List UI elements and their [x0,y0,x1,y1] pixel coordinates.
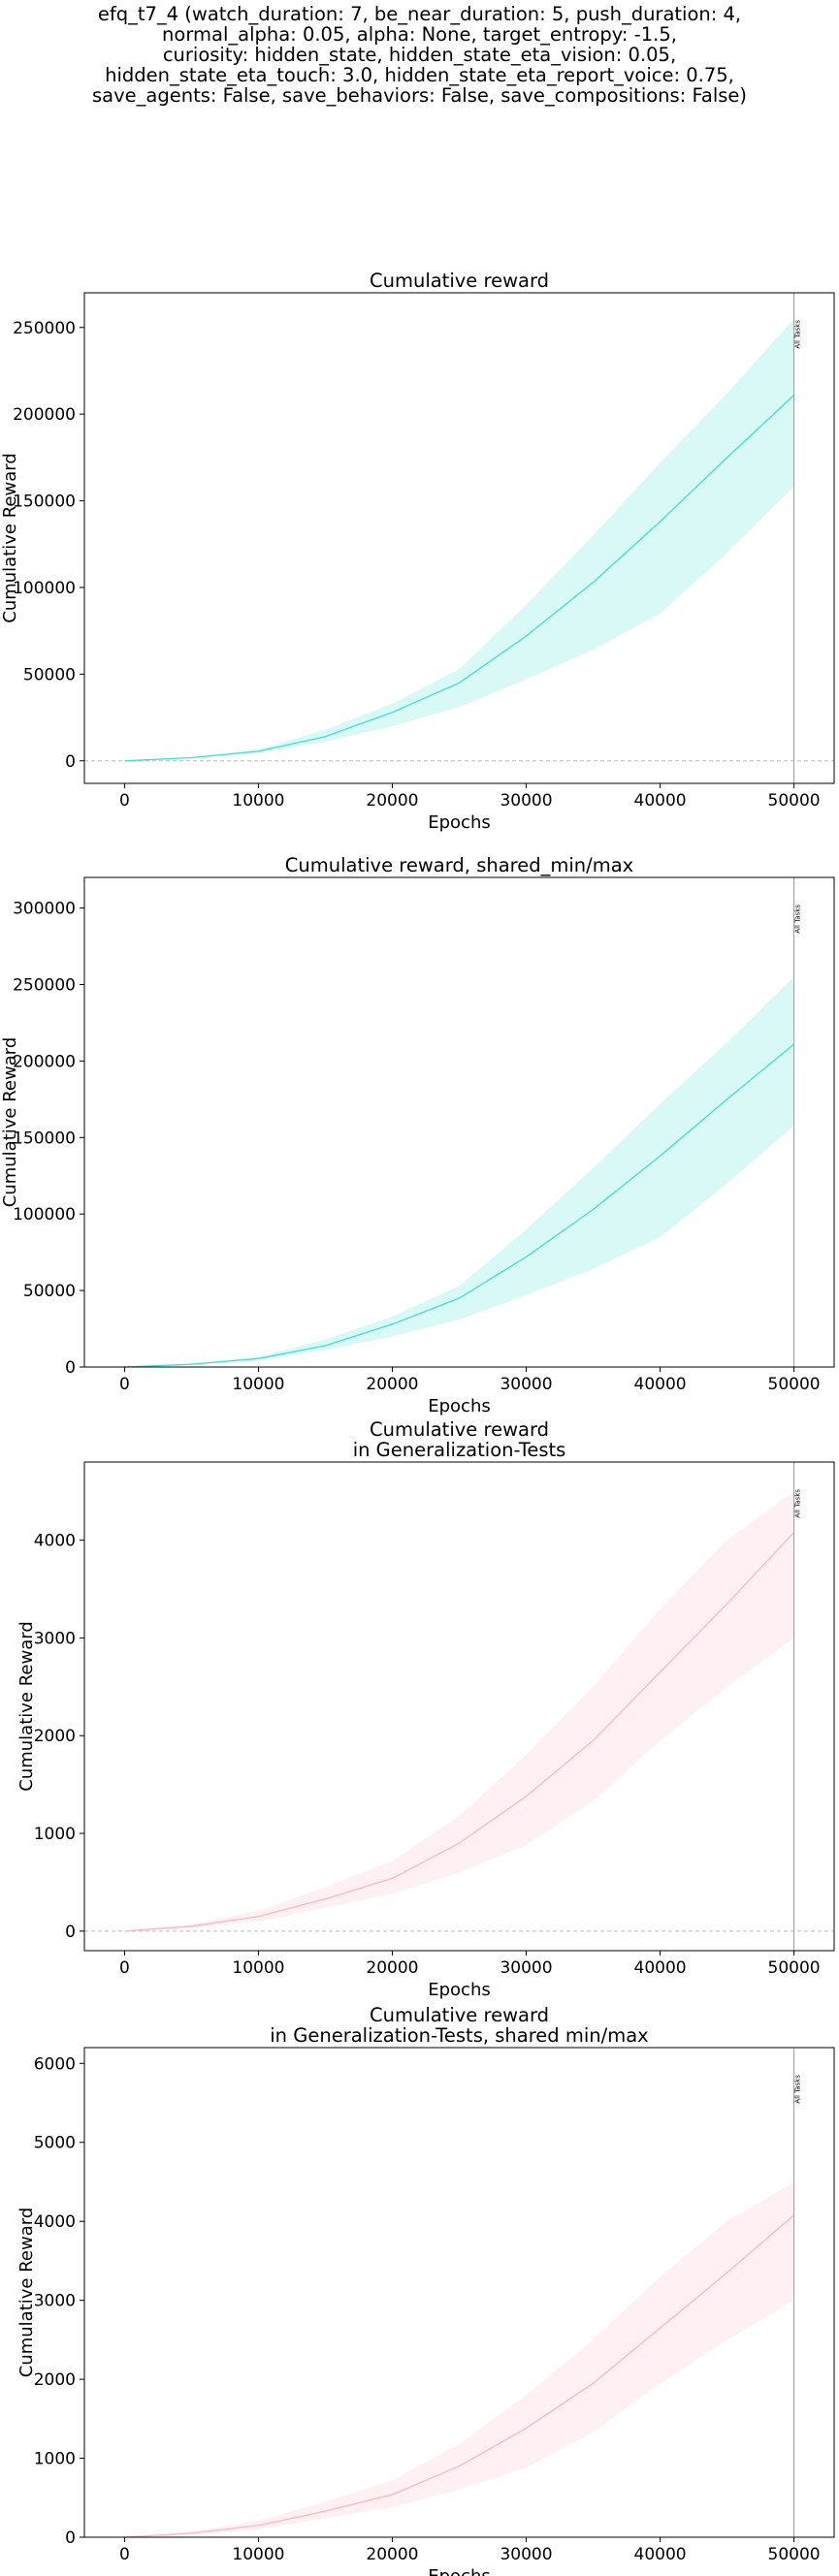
y-tick-label: 1000 [34,1825,76,1844]
all-tasks-marker-label: All Tasks [794,320,802,349]
series-mean-line [124,1532,795,1932]
x-axis-label: Epochs [428,2566,491,2576]
plot-frame [83,1461,835,1952]
chart-title: in Generalization-Tests [353,1439,566,1461]
series-mean-line [124,395,795,762]
x-tick-label: 20000 [366,1375,418,1394]
y-tick-label: 2000 [34,1727,76,1746]
y-tick-label: 0 [65,2528,76,2548]
x-tick-label: 20000 [366,2545,418,2564]
y-tick-label: 0 [65,752,76,772]
y-tick-label: 200000 [13,405,76,425]
y-tick-label: 1000 [34,2450,76,2469]
x-tick-label: 40000 [634,791,687,811]
x-tick-label: 0 [119,791,130,811]
plot-frame [83,292,835,784]
series-range-band [124,1491,794,1931]
y-axis-label: Cumulative Reward [0,1037,20,1208]
x-tick-label: 50000 [768,2545,821,2564]
figure-title-line: save_agents: False, save_behaviors: Fals… [91,84,748,107]
chart-title: in Generalization-Tests, shared min/max [270,2024,648,2047]
plot-frame [83,876,835,1368]
figure-title-line: efq_t7_4 (watch_duration: 7, be_near_dur… [97,3,742,25]
y-tick-label: 250000 [13,319,76,338]
x-tick-label: 0 [119,1958,130,1978]
series-range-band [124,976,794,1367]
series-range-band [124,2181,794,2537]
chart-panel-2: Cumulative reward, shared_min/max All Tas… [0,854,835,1416]
x-tick-label: 50000 [768,1958,821,1978]
y-tick-label: 3000 [34,1629,76,1648]
chart-title: Cumulative reward [370,2004,549,2026]
x-tick-label: 20000 [366,1958,418,1978]
x-axis-label: Epochs [428,1980,491,2000]
y-tick-label: 300000 [13,900,76,919]
chart-panel-1: Cumulative reward All Tasks 0 10000 20000 300… [0,270,835,833]
chart-title: Cumulative reward, shared_min/max [285,854,633,876]
y-tick-label: 50000 [23,665,76,684]
all-tasks-marker-label: All Tasks [794,905,802,934]
x-tick-label: 0 [119,2545,130,2564]
series-mean-line [124,2214,795,2538]
plot-frame [83,2047,835,2538]
chart-title: Cumulative reward [370,270,549,292]
x-axis-label: Epochs [428,812,491,833]
y-axis-label: Cumulative Reward [0,453,20,623]
figure-title-line: hidden_state_eta_touch: 3.0, hidden_stat… [105,64,734,86]
figure-title-line: normal_alpha: 0.05, alpha: None, target_… [162,23,677,46]
x-tick-label: 10000 [232,1375,284,1394]
x-tick-label: 10000 [232,791,284,811]
x-tick-label: 30000 [500,2545,552,2564]
y-tick-label: 4000 [34,2212,76,2232]
x-tick-label: 40000 [634,1375,687,1394]
y-tick-label: 50000 [23,1282,76,1301]
figure-title: efq_t7_4 (watch_duration: 7, be_near_dur… [0,4,839,106]
y-tick-label: 250000 [13,975,76,995]
series-range-band [124,318,794,761]
series-mean-line [124,1043,795,1368]
x-tick-label: 30000 [500,1375,552,1394]
x-tick-label: 10000 [232,1958,284,1978]
y-tick-label: 4000 [34,1532,76,1551]
figure-title-line: curiosity: hidden_state, hidden_state_et… [162,44,677,66]
x-tick-label: 0 [119,1375,130,1394]
x-tick-label: 40000 [634,1958,687,1978]
all-tasks-marker-label: All Tasks [794,2075,802,2104]
x-tick-label: 50000 [768,791,821,811]
y-tick-label: 100000 [13,1205,76,1224]
y-tick-label: 6000 [34,2054,76,2074]
y-tick-label: 200000 [13,1052,76,1071]
y-axis-label: Cumulative Reward [16,2208,37,2378]
x-tick-label: 20000 [366,791,418,811]
y-tick-label: 2000 [34,2370,76,2390]
x-tick-label: 30000 [500,791,552,811]
y-tick-label: 5000 [34,2134,76,2153]
y-axis-label: Cumulative Reward [16,1621,37,1792]
chart-title: Cumulative reward [370,1418,549,1441]
x-tick-label: 10000 [232,2545,284,2564]
y-tick-label: 0 [65,1923,76,1942]
y-tick-label: 150000 [13,493,76,512]
x-tick-label: 30000 [500,1958,552,1978]
x-tick-label: 40000 [634,2545,687,2564]
x-tick-label: 50000 [768,1375,821,1394]
y-tick-label: 3000 [34,2292,76,2311]
y-tick-label: 0 [65,1358,76,1378]
y-tick-label: 100000 [13,579,76,598]
y-tick-label: 150000 [13,1129,76,1148]
all-tasks-marker-label: All Tasks [794,1489,802,1518]
x-axis-label: Epochs [428,1396,491,1416]
